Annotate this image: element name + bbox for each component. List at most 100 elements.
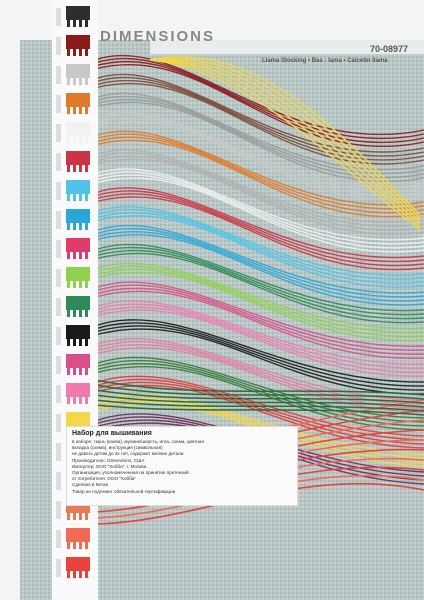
swatch-tail [79,542,82,549]
swatch-tail [79,281,82,288]
thread [149,56,421,216]
swatch [66,64,90,78]
swatch-tail [73,542,76,549]
code-mark [56,472,61,490]
thread [94,212,424,284]
swatch-tail [85,78,88,85]
swatch-tail [67,194,70,201]
label-line: не давать детям до 3х лет, содержит мелк… [72,451,184,457]
swatch-tail [79,368,82,375]
swatch-tail [79,107,82,114]
thread [94,215,424,288]
swatch [66,528,90,542]
swatch-tail [85,107,88,114]
swatch-tail [67,513,70,520]
thread [94,300,424,365]
thread [94,63,424,148]
swatch [66,383,90,397]
thread [94,174,424,249]
swatch [66,354,90,368]
thread [94,209,424,280]
thread [94,309,424,377]
swatch-tail [85,20,88,27]
code-mark [56,327,61,345]
info-label: Набор для вышивания в наборе: ткань (кан… [66,426,298,506]
swatch [66,180,90,194]
thread [94,400,424,463]
swatch-tail [73,20,76,27]
label-line: от потребителя: ООО "Хобби" [72,476,136,482]
swatch-tail [79,49,82,56]
swatch-tail [85,165,88,172]
swatch-tail [79,339,82,346]
swatches [56,6,90,578]
thread [94,265,424,334]
thread [94,271,424,342]
swatch-tail [67,165,70,172]
swatch-tail [85,310,88,317]
thread [94,155,424,231]
thread [94,139,424,218]
code-mark [56,385,61,403]
thread [94,111,424,188]
thread [94,79,424,161]
thread [149,59,421,231]
code-mark [56,95,61,113]
thread [94,394,424,408]
swatch [66,267,90,281]
thread [94,362,424,427]
swatch [66,35,90,49]
swatch-tail [79,310,82,317]
thread [94,290,424,359]
swatch-tail [85,513,88,520]
swatch [66,412,90,426]
thread [94,252,424,324]
thread [94,399,424,412]
swatch-tail [79,223,82,230]
thread [94,306,424,373]
thread [94,284,424,351]
swatch-tail [67,49,70,56]
header-band [150,40,424,54]
thread [94,101,424,183]
swatch-tail [67,542,70,549]
swatch-tail [79,78,82,85]
swatch-tail [79,165,82,172]
code-mark [56,356,61,374]
thread [94,168,424,241]
swatch-tail [85,339,88,346]
swatch-tail [73,194,76,201]
thread [94,356,424,419]
thread [94,149,424,223]
code-mark [56,66,61,84]
thread [94,152,424,227]
code-mark [56,414,61,432]
thread [149,58,421,222]
thread [94,379,424,396]
swatch [66,557,90,571]
label-line: Организация, уполномоченная на принятие … [72,470,189,476]
thread [94,187,424,259]
thread [94,325,424,391]
swatch-tail [67,310,70,317]
thread [94,319,424,383]
swatch [66,151,90,165]
code-mark [56,8,61,26]
thread [94,190,424,263]
code-mark [56,37,61,55]
label-line: Товар не подлежит обязательной сертифика… [72,488,176,494]
label-title: Набор для вышивания [72,430,152,437]
code-mark [56,240,61,258]
swatch-tail [67,223,70,230]
thread [94,177,424,253]
thread [94,206,424,276]
thread [94,262,424,330]
swatch-tail [73,397,76,404]
code-mark [56,269,61,287]
brand: DIMENSIONS [100,28,216,45]
swatch-tail [85,194,88,201]
thread [94,303,424,369]
swatch-tail [85,49,88,56]
code-mark [56,211,61,229]
